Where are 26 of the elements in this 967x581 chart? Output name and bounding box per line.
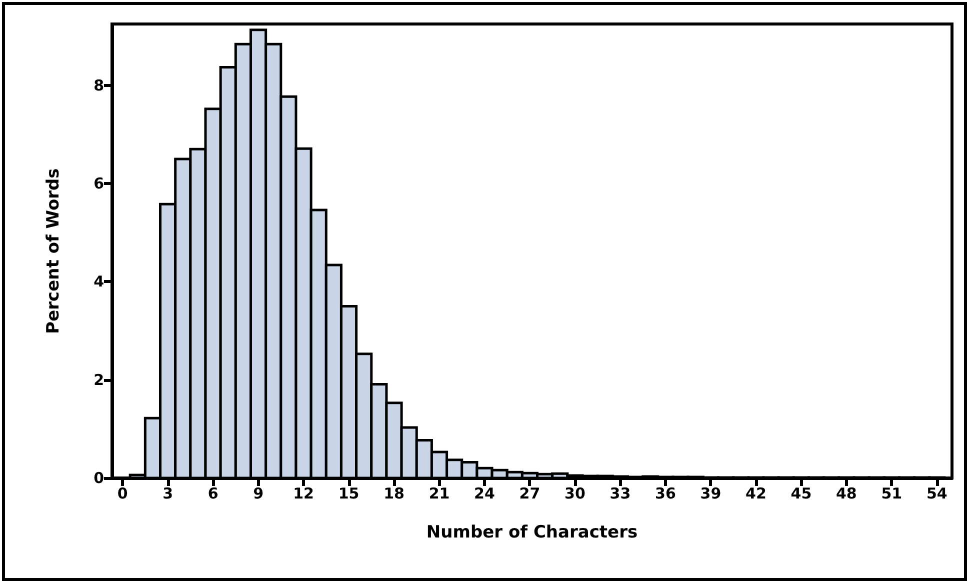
y-tick-label: 0 (94, 469, 104, 487)
y-axis-title: Percent of Words (44, 168, 64, 334)
y-tick-label: 6 (94, 174, 104, 193)
x-tick-label: 24 (474, 484, 495, 502)
x-tick-label: 45 (790, 484, 812, 502)
x-tick-label: 21 (428, 484, 450, 502)
x-tick-label: 42 (746, 484, 766, 502)
y-tick-label: 8 (94, 76, 104, 94)
x-tick-label: 48 (836, 484, 857, 502)
x-tick-label: 36 (655, 484, 676, 502)
y-tick-label: 2 (94, 370, 104, 389)
x-tick-label: 15 (338, 484, 360, 502)
x-tick-label: 6 (208, 484, 218, 502)
x-tick-label: 0 (117, 484, 128, 502)
x-tick-label: 39 (700, 484, 722, 502)
y-tick-label: 4 (94, 272, 104, 291)
x-tick-label: 54 (926, 484, 948, 502)
x-tick-label: 18 (384, 484, 404, 502)
x-tick-label: 33 (610, 484, 631, 502)
x-tick-label: 27 (519, 484, 540, 502)
x-tick-label: 3 (162, 484, 174, 502)
x-tick-label: 30 (564, 484, 586, 502)
x-tick-label: 9 (253, 484, 264, 502)
x-tick-label: 12 (293, 484, 314, 502)
x-axis-title: Number of Characters (426, 522, 638, 542)
x-tick-label: 51 (881, 484, 902, 502)
